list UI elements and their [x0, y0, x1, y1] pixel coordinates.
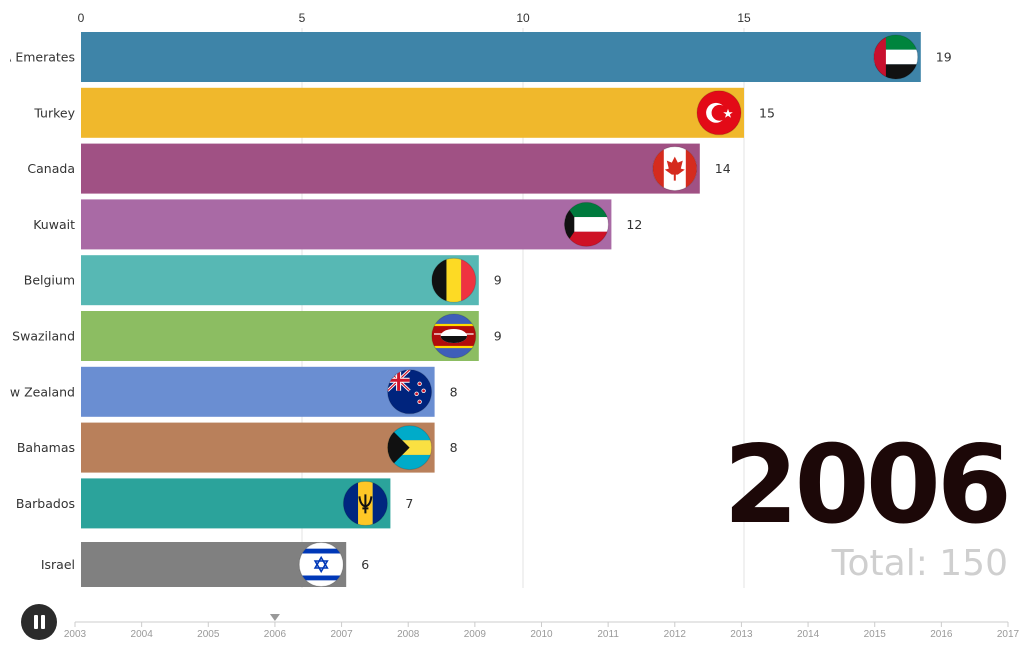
value-label: 15	[759, 105, 775, 120]
pause-icon	[34, 615, 38, 629]
belgium-flag-icon	[431, 258, 476, 303]
x-tick-label: 10	[516, 11, 530, 25]
timeline-year-label[interactable]: 2011	[597, 629, 619, 640]
category-label: Bahamas	[17, 440, 75, 455]
bar	[81, 366, 435, 417]
bahamas-flag-icon	[387, 425, 432, 470]
bar	[81, 311, 479, 361]
timeline-year-label[interactable]: 2003	[64, 629, 87, 640]
bar	[81, 255, 479, 306]
category-label: Barbados	[16, 496, 75, 511]
bar	[81, 478, 391, 529]
bar	[81, 199, 612, 250]
category-label: ew Zealand	[2, 384, 75, 399]
barbados-flag-icon	[343, 481, 388, 526]
timeline-year-label[interactable]: 2007	[330, 629, 353, 640]
swaziland-flag-icon	[431, 314, 476, 358]
value-label: 14	[715, 161, 731, 176]
category-label: Belgium	[24, 273, 75, 288]
x-tick-label: 0	[78, 11, 85, 25]
category-label: Kuwait	[33, 217, 75, 232]
israel-flag-icon	[299, 542, 344, 587]
timeline-year-label[interactable]: 2012	[664, 629, 687, 640]
value-label: 6	[361, 557, 369, 572]
category-label: A Emerates	[3, 50, 75, 65]
value-label: 9	[494, 273, 502, 288]
timeline-year-label[interactable]: 2009	[464, 629, 487, 640]
x-tick-label: 5	[299, 11, 306, 25]
timeline-year-label[interactable]: 2006	[264, 629, 287, 640]
timeline-year-label[interactable]: 2008	[397, 629, 420, 640]
current-year: 2006	[723, 423, 1012, 548]
new-zealand-flag-icon	[387, 369, 432, 414]
category-label: Israel	[41, 557, 75, 572]
bar	[81, 143, 700, 194]
category-label: Canada	[27, 161, 75, 176]
value-label: 9	[494, 329, 502, 344]
category-label: Turkey	[33, 105, 75, 120]
timeline-year-label[interactable]: 2017	[997, 629, 1020, 640]
turkey-flag-icon	[697, 90, 741, 135]
timeline-year-label[interactable]: 2004	[131, 629, 154, 640]
timeline-year-label[interactable]: 2013	[730, 629, 753, 640]
total-label: Total: 150	[831, 543, 1008, 584]
timeline-year-label[interactable]: 2010	[530, 629, 553, 640]
value-label: 8	[450, 440, 458, 455]
timeline-year-label[interactable]: 2015	[864, 629, 887, 640]
uae-flag-icon	[873, 35, 918, 79]
value-label: 12	[626, 217, 642, 232]
pause-button[interactable]	[21, 604, 57, 640]
value-label: 7	[405, 496, 413, 511]
timeline-handle[interactable]	[269, 614, 280, 621]
value-label: 19	[936, 50, 952, 65]
timeline-year-label[interactable]: 2014	[797, 629, 820, 640]
canada-flag-icon	[652, 146, 697, 191]
bar	[81, 87, 744, 138]
timeline-year-label[interactable]: 2016	[930, 629, 953, 640]
value-label: 8	[450, 384, 458, 399]
x-tick-label: 15	[737, 11, 751, 25]
bar	[81, 422, 435, 473]
bar	[81, 32, 921, 82]
category-label: Swaziland	[12, 329, 75, 344]
timeline-year-label[interactable]: 2005	[197, 629, 220, 640]
